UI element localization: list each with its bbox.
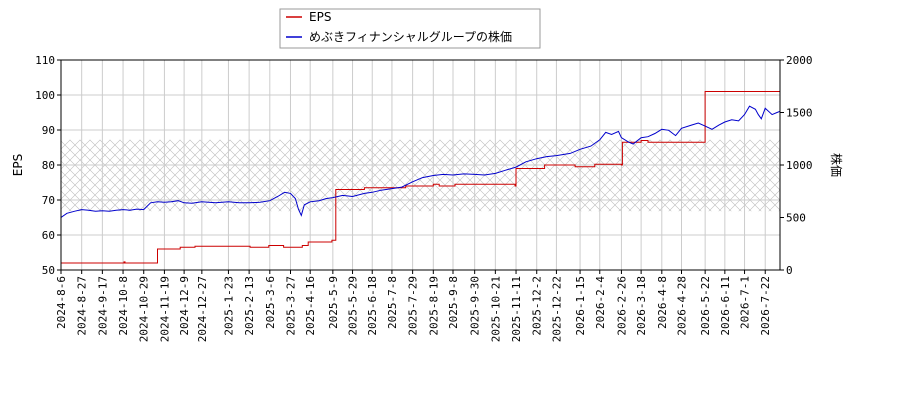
x-tick-label: 2026-2-4: [594, 276, 607, 329]
x-tick-label: 2026-4-8: [656, 276, 669, 329]
x-tick-label: 2026-3-18: [635, 276, 648, 336]
legend-label-eps: EPS: [309, 10, 331, 24]
left-tick-label: 70: [42, 194, 55, 207]
left-tick-label: 60: [42, 229, 55, 242]
left-tick-label: 50: [42, 264, 55, 277]
left-tick-label: 90: [42, 124, 55, 137]
x-tick-label: 2025-8-19: [427, 276, 440, 336]
x-tick-label: 2026-5-22: [699, 276, 712, 336]
x-tick-label: 2025-1-23: [222, 276, 235, 336]
x-tick-label: 2025-3-6: [264, 276, 277, 329]
hatched-band: [61, 139, 780, 212]
right-tick-label: 2000: [786, 54, 813, 67]
series-line-stock-price: [61, 105, 780, 218]
hatched-range-band: [61, 139, 780, 212]
right-tick-label: 500: [786, 212, 806, 225]
right-tick-label: 1000: [786, 159, 813, 172]
right-axis-label: 株価: [829, 153, 844, 177]
x-tick-label: 2025-6-18: [366, 276, 379, 336]
x-tick-label: 2025-4-16: [304, 276, 317, 336]
x-tick-label: 2026-2-26: [615, 276, 628, 336]
x-tick-label: 2026-4-28: [676, 276, 689, 336]
x-tick-label: 2024-12-27: [196, 276, 209, 342]
left-tick-label: 100: [35, 89, 55, 102]
left-axis-label: EPS: [11, 154, 25, 176]
axes: 50 60 70 80 90 100 110 0 500 1000 1500 2000 2024-8-6…: [35, 54, 812, 342]
series-lines: [61, 91, 780, 264]
x-tick-label: 2026-6-11: [719, 276, 732, 336]
x-tick-label: 2025-12-2: [531, 276, 544, 336]
right-tick-label: 0: [786, 264, 793, 277]
x-tick-label: 2024-9-17: [96, 276, 109, 336]
x-tick-label: 2025-3-27: [284, 276, 297, 336]
right-tick-label: 1500: [786, 107, 813, 120]
x-tick-label: 2024-12-9: [178, 276, 191, 336]
x-tick-label: 2025-5-29: [347, 276, 360, 336]
x-tick-label: 2025-9-30: [469, 276, 482, 336]
left-tick-label: 80: [42, 159, 55, 172]
x-tick-label: 2024-8-6: [55, 276, 68, 329]
x-tick-label: 2025-12-22: [550, 276, 563, 342]
x-tick-label: 2025-10-21: [489, 276, 502, 342]
x-tick-label: 2024-8-27: [76, 276, 89, 336]
x-tick-label: 2026-1-15: [574, 276, 587, 336]
x-tick-label: 2026-7-1: [739, 276, 752, 329]
x-tick-label: 2025-5-9: [327, 276, 340, 329]
x-tick-label: 2025-2-13: [243, 276, 256, 336]
grid-lines: [60, 59, 780, 271]
legend-label-stock-price: めぶきフィナンシャルグループの株価: [309, 29, 512, 44]
x-tick-label: 2024-11-19: [158, 276, 171, 342]
legend-box: [279, 8, 541, 49]
legend: EPS めぶきフィナンシャルグループの株価: [279, 8, 541, 49]
left-tick-label: 110: [35, 54, 55, 67]
x-tick-label: 2025-7-8: [386, 276, 399, 329]
series-line-eps: [61, 91, 780, 264]
x-tick-label: 2024-10-29: [138, 276, 151, 342]
x-tick-label: 2025-9-8: [447, 276, 460, 329]
x-tick-label: 2025-11-11: [510, 276, 523, 342]
x-tick-label: 2025-7-29: [407, 276, 420, 336]
x-tick-label: 2026-7-22: [759, 276, 772, 336]
x-tick-label: 2024-10-8: [117, 276, 130, 336]
